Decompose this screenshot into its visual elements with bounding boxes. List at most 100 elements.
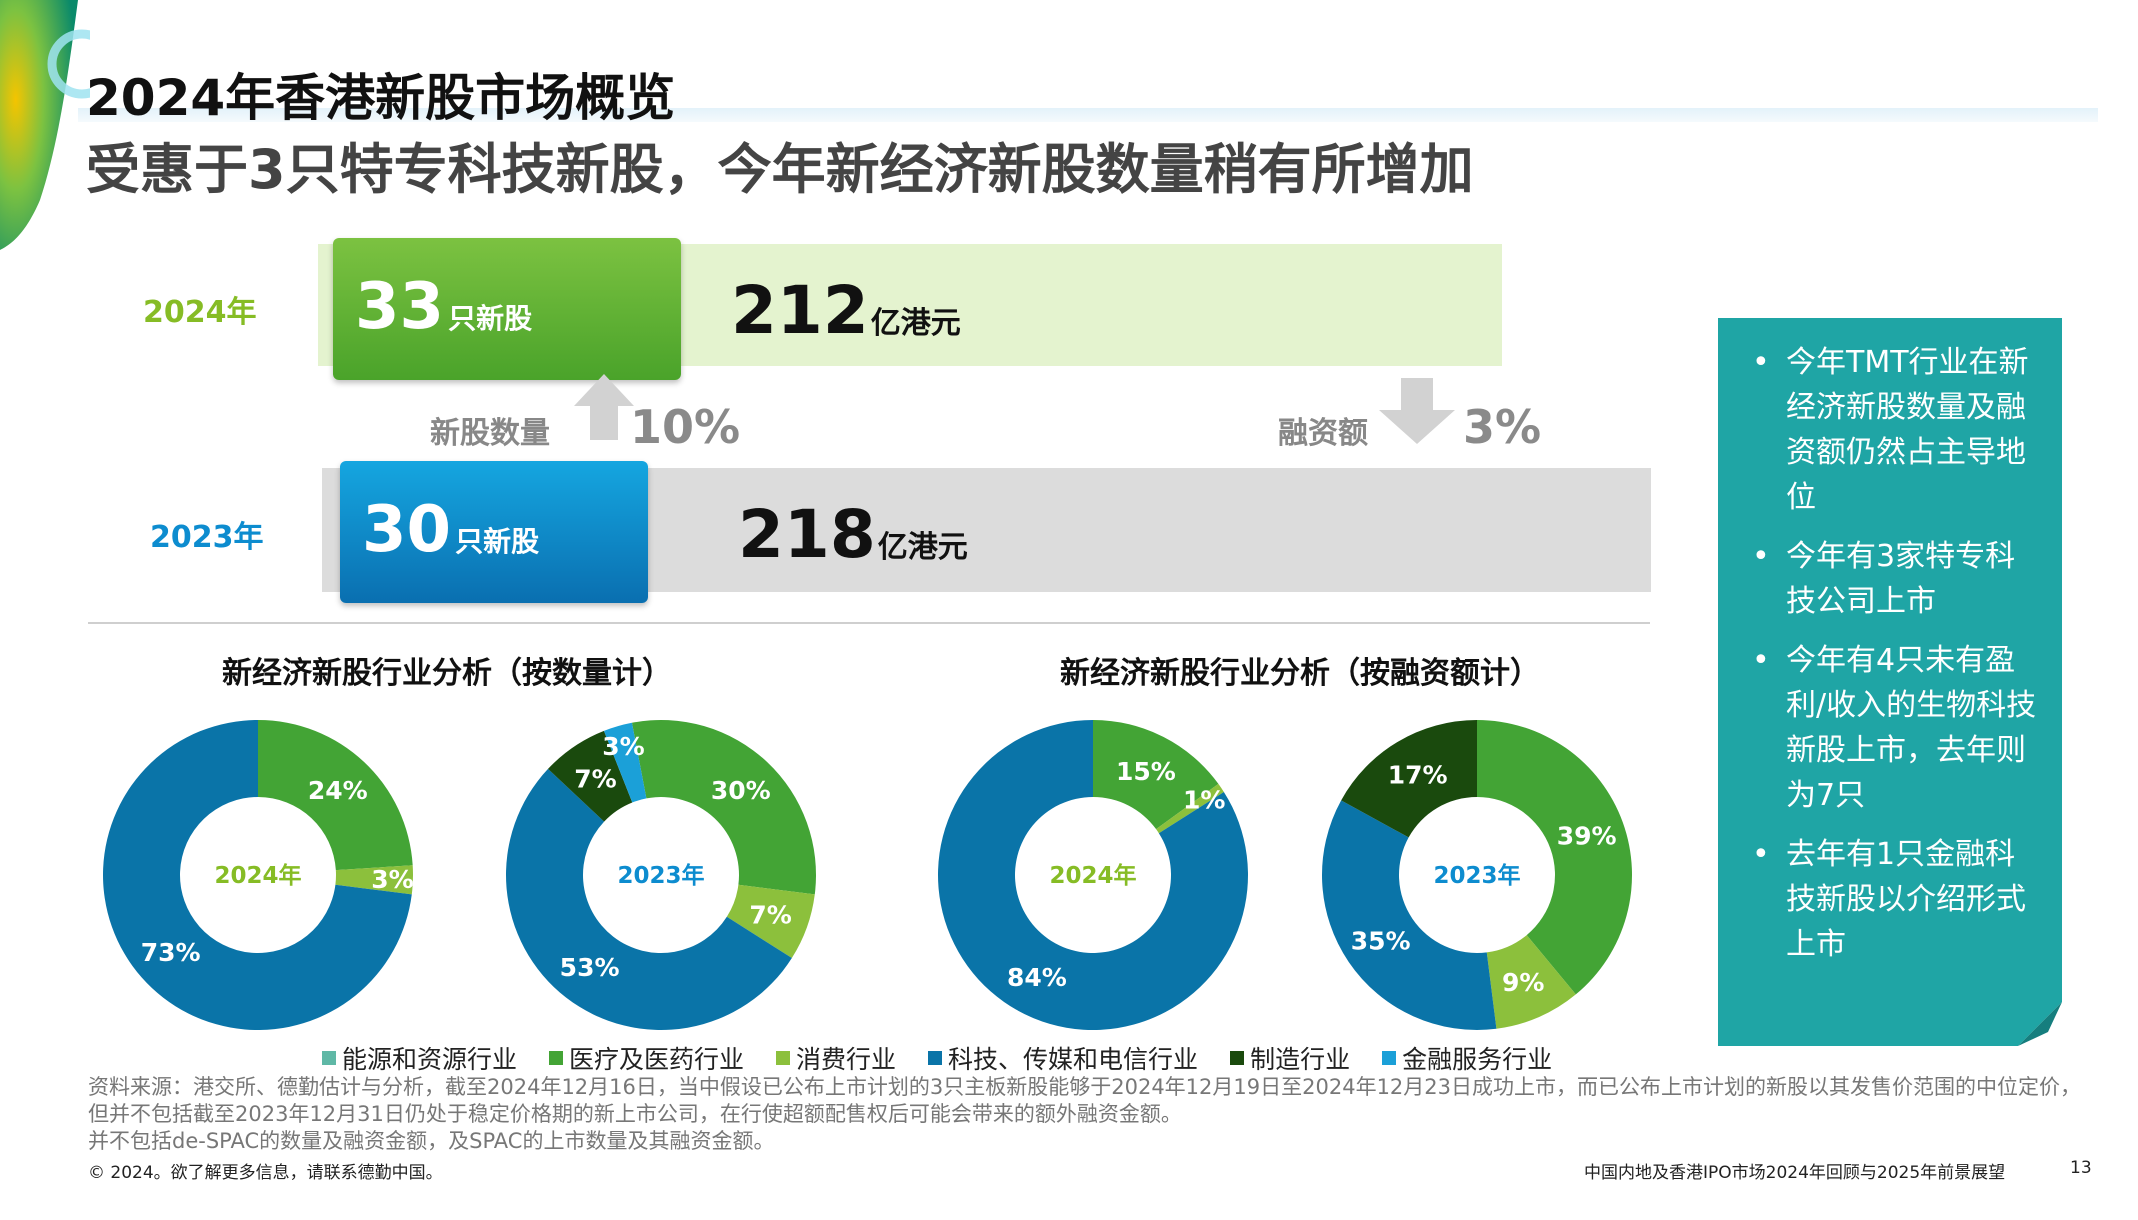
source-line-1: 资料来源：港交所、德勤估计与分析，截至2024年12月16日，当中假设已公布上市…: [88, 1075, 2082, 1126]
year-label-2024: 2024年: [143, 295, 257, 330]
ipo-count-card-2023: 30 只新股: [340, 461, 648, 603]
arrow-down-icon: [1379, 378, 1455, 444]
slice-label: 35%: [1351, 926, 1411, 955]
donut-slice: [1093, 720, 1219, 830]
donut-slice: [548, 730, 633, 822]
legend-item-consumer: 消费行业: [776, 1040, 896, 1076]
donut-slice: [506, 768, 792, 1030]
slice-label: 3%: [371, 865, 413, 894]
section-divider: [88, 622, 1650, 624]
donut-slice: [1156, 783, 1224, 834]
slice-label: 24%: [308, 776, 368, 805]
donut-slice: [103, 720, 412, 1030]
key-notes-list: • 今年TMT行业在新经济新股数量及融资额仍然占主导地位 • 今年有3家特专科技公司…: [1752, 340, 2042, 981]
legend-item-energy: 能源和资源行业: [322, 1040, 517, 1076]
donut-charts: 24% 3% 73% 2024年 30% 7% 53% 7% 3% 2023年 15%1% 84% 20…: [103, 720, 1632, 1030]
donut-slice: [631, 720, 816, 895]
legend-swatch-consumer: [776, 1051, 791, 1065]
note-text: 去年有1只金融科技新股以介绍形式上市: [1786, 837, 2026, 962]
legend-swatch-manufacturing: [1230, 1051, 1245, 1065]
legend-label-tmt: 科技、传媒和电信行业: [948, 1045, 1199, 1074]
funds-amount-2023: 218: [738, 496, 876, 573]
slice-label: 3%: [602, 732, 644, 761]
legend-item-tmt: 科技、传媒和电信行业: [928, 1040, 1198, 1076]
copyright: © 2024。欲了解更多信息，请联系德勤中国。: [88, 1163, 443, 1183]
ipo-count-2024: 33: [355, 270, 445, 344]
note-item: • 去年有1只金融科技新股以介绍形式上市: [1752, 832, 2042, 967]
donut-slice: [1486, 935, 1576, 1029]
bullet-icon: •: [1752, 345, 1770, 380]
note-text: 今年有4只未有盈利/收入的生物科技新股上市，去年则为7只: [1786, 643, 2037, 813]
slice-label: 30%: [711, 776, 771, 805]
legend-item-healthcare: 医疗及医药行业: [549, 1040, 744, 1076]
note-text: 今年TMT行业在新经济新股数量及融资额仍然占主导地位: [1786, 345, 2029, 515]
donut-chart-2: 30% 7% 53% 7% 3% 2023年: [506, 720, 816, 1030]
legend-swatch-financial: [1382, 1051, 1397, 1065]
note-item: • 今年有3家特专科技公司上市: [1752, 534, 2042, 624]
donut-chart-1: 24% 3% 73% 2024年: [103, 720, 414, 1030]
ipo-count-unit-2023: 只新股: [455, 525, 540, 558]
donut-slice: [258, 720, 413, 871]
slice-label: 17%: [1388, 761, 1448, 790]
legend-swatch-healthcare: [549, 1051, 564, 1065]
donut-center-label: 2023年: [1433, 862, 1520, 889]
count-change-label: 新股数量: [430, 416, 550, 451]
donut-slice: [938, 720, 1248, 1030]
page-subtitle: 受惠于3只特专科技新股，今年新经济新股数量稍有所增加: [86, 138, 1474, 201]
ipo-count-unit-2024: 只新股: [448, 302, 533, 335]
donut-slice: [603, 722, 647, 803]
funds-value-2023: 218亿港元: [738, 496, 968, 573]
donut-slice: [1341, 720, 1477, 838]
funds-change-label: 融资额: [1278, 416, 1368, 451]
title-underline: [78, 108, 2098, 122]
source-note: 资料来源：港交所、德勤估计与分析，截至2024年12月16日，当中假设已公布上市…: [88, 1074, 2098, 1155]
arrow-up-icon: [574, 374, 634, 440]
bullet-icon: •: [1752, 539, 1770, 574]
legend-item-manufacturing: 制造行业: [1230, 1040, 1350, 1076]
slice-label: 73%: [141, 938, 201, 967]
slice-label: 7%: [574, 765, 616, 794]
donut-slice: [1322, 800, 1497, 1030]
funds-value-2024: 212亿港元: [731, 272, 961, 349]
note-item: • 今年有4只未有盈利/收入的生物科技新股上市，去年则为7只: [1752, 638, 2042, 818]
corner-decoration: [0, 0, 90, 250]
page-number: 13: [2070, 1158, 2092, 1178]
chart-legend: 能源和资源行业 医疗及医药行业 消费行业 科技、传媒和电信行业 制造行业 金融服…: [322, 1040, 1552, 1076]
funds-unit-2024: 亿港元: [870, 306, 961, 341]
source-line-2: 并不包括de-SPAC的数量及融资金额，及SPAC的上市数量及其融资金额。: [88, 1129, 775, 1153]
legend-label-financial: 金融服务行业: [1402, 1045, 1553, 1074]
chart-title-funds: 新经济新股行业分析（按融资额计）: [1060, 656, 1540, 691]
slice-label: 39%: [1557, 822, 1617, 851]
donut-center-label: 2024年: [1049, 862, 1136, 889]
legend-swatch-tmt: [928, 1051, 943, 1065]
donut-chart-3: 15%1% 84% 2024年: [938, 720, 1248, 1030]
page-fold-decoration: [2018, 1002, 2062, 1046]
key-notes-box: [1718, 318, 2062, 1046]
funds-amount-2024: 212: [731, 272, 869, 349]
legend-label-energy: 能源和资源行业: [342, 1045, 518, 1074]
chart-title-count: 新经济新股行业分析（按数量计）: [222, 656, 672, 691]
year-label-2023: 2023年: [150, 520, 264, 555]
page-title: 2024年香港新股市场概览: [86, 69, 676, 127]
slice-label: 1%: [1183, 785, 1225, 814]
legend-label-consumer: 消费行业: [796, 1045, 897, 1074]
slice-label: 9%: [1502, 968, 1544, 997]
ipo-count-card-2024: 33 只新股: [333, 238, 681, 380]
ipo-count-2023: 30: [362, 493, 452, 567]
slice-label: 7%: [749, 900, 791, 929]
report-title: 中国内地及香港IPO市场2024年回顾与2025年前景展望: [1584, 1163, 2006, 1183]
legend-swatch-energy: [322, 1051, 336, 1065]
donut-center-label: 2024年: [214, 862, 301, 889]
donut-chart-4: 39% 9% 35% 17% 2023年: [1322, 720, 1632, 1030]
legend-item-financial: 金融服务行业: [1382, 1040, 1552, 1076]
donut-slice: [726, 884, 815, 959]
funds-unit-2023: 亿港元: [877, 530, 968, 565]
slice-label: 53%: [560, 953, 620, 982]
count-change-pct: 10%: [630, 400, 741, 454]
funds-change-pct: 3%: [1463, 400, 1542, 454]
legend-label-manufacturing: 制造行业: [1250, 1045, 1351, 1074]
note-text: 今年有3家特专科技公司上市: [1786, 539, 2016, 619]
bullet-icon: •: [1752, 837, 1770, 872]
donut-center-label: 2023年: [617, 862, 704, 889]
slice-label: 84%: [1007, 963, 1067, 992]
